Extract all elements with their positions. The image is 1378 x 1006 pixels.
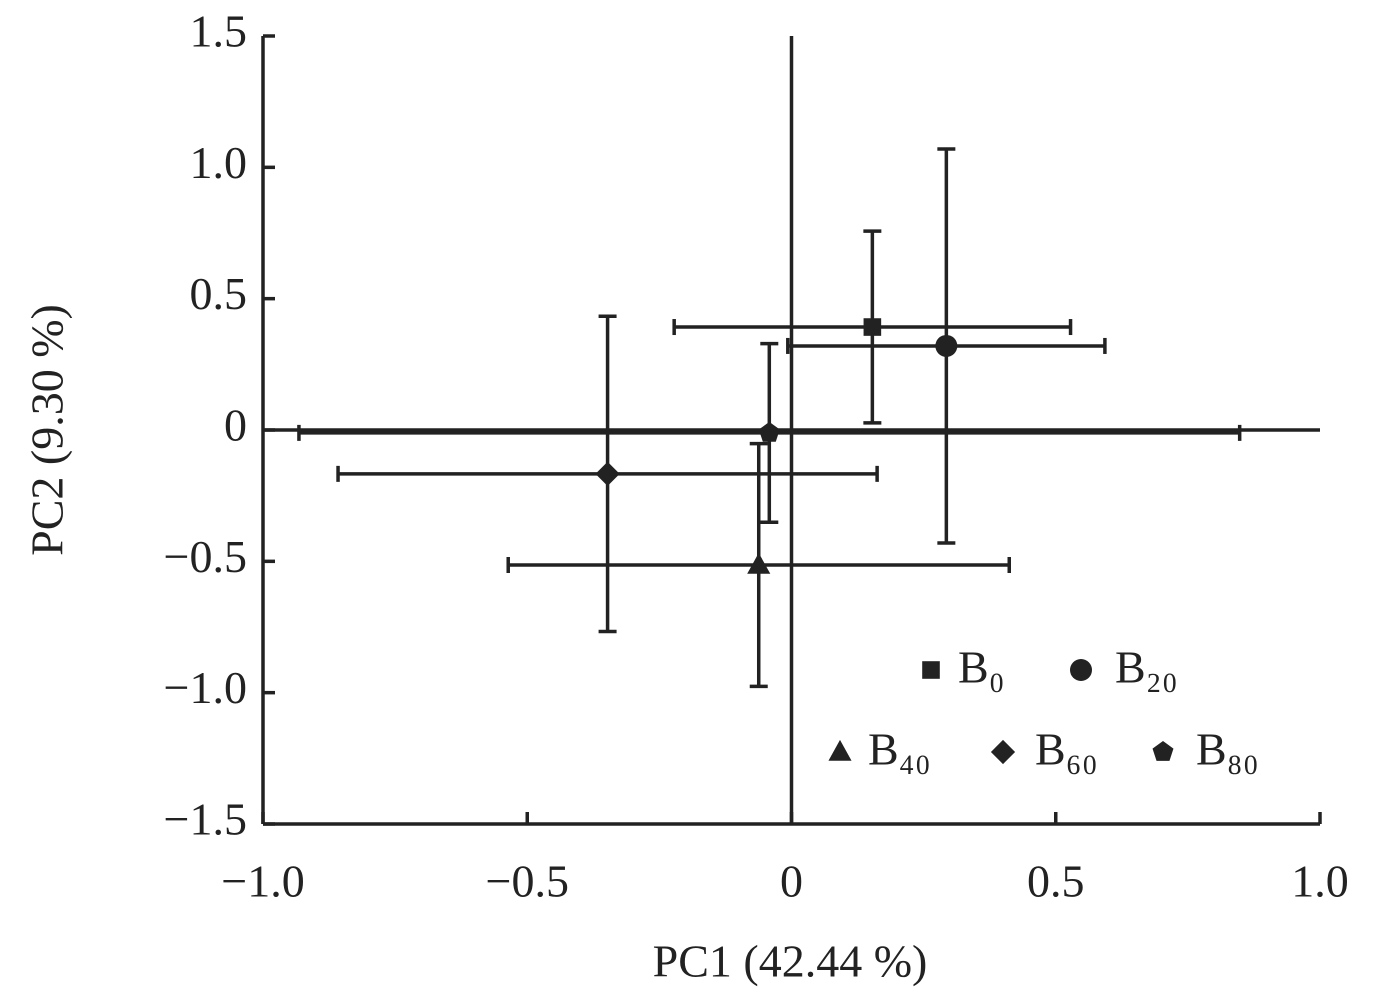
legend-label: B₈₀ <box>1196 724 1259 775</box>
legend-marker <box>828 739 852 761</box>
marker <box>595 461 620 486</box>
x-tick-label: 1.0 <box>1291 856 1349 907</box>
legend-label: B₀ <box>958 642 1005 693</box>
legend-marker <box>990 739 1016 765</box>
legend-marker <box>1152 741 1174 761</box>
marker <box>747 552 771 574</box>
y-tick-label: −0.5 <box>164 531 247 582</box>
legend-marker <box>922 661 940 679</box>
y-tick-label: 0 <box>224 400 247 451</box>
legend-label: B₄₀ <box>868 724 931 775</box>
x-axis-title: PC1 (42.44 %) <box>653 936 928 987</box>
x-tick-label: 0 <box>780 856 803 907</box>
legend-label: B₆₀ <box>1035 724 1098 775</box>
marker <box>863 318 882 336</box>
y-tick-label: 1.0 <box>190 137 248 188</box>
y-tick-label: 1.5 <box>190 6 248 57</box>
x-tick-label: −0.5 <box>486 856 569 907</box>
x-tick-label: −1.0 <box>221 856 304 907</box>
y-tick-label: −1.0 <box>164 662 247 713</box>
marker <box>935 334 958 357</box>
marker <box>758 421 780 442</box>
y-tick-label: 0.5 <box>190 268 248 319</box>
y-axis-title: PC2 (9.30 %) <box>22 304 73 556</box>
legend-label: B₂₀ <box>1115 642 1178 693</box>
x-tick-label: 0.5 <box>1027 856 1085 907</box>
legend-marker <box>1070 659 1092 681</box>
y-tick-label: −1.5 <box>164 794 247 845</box>
